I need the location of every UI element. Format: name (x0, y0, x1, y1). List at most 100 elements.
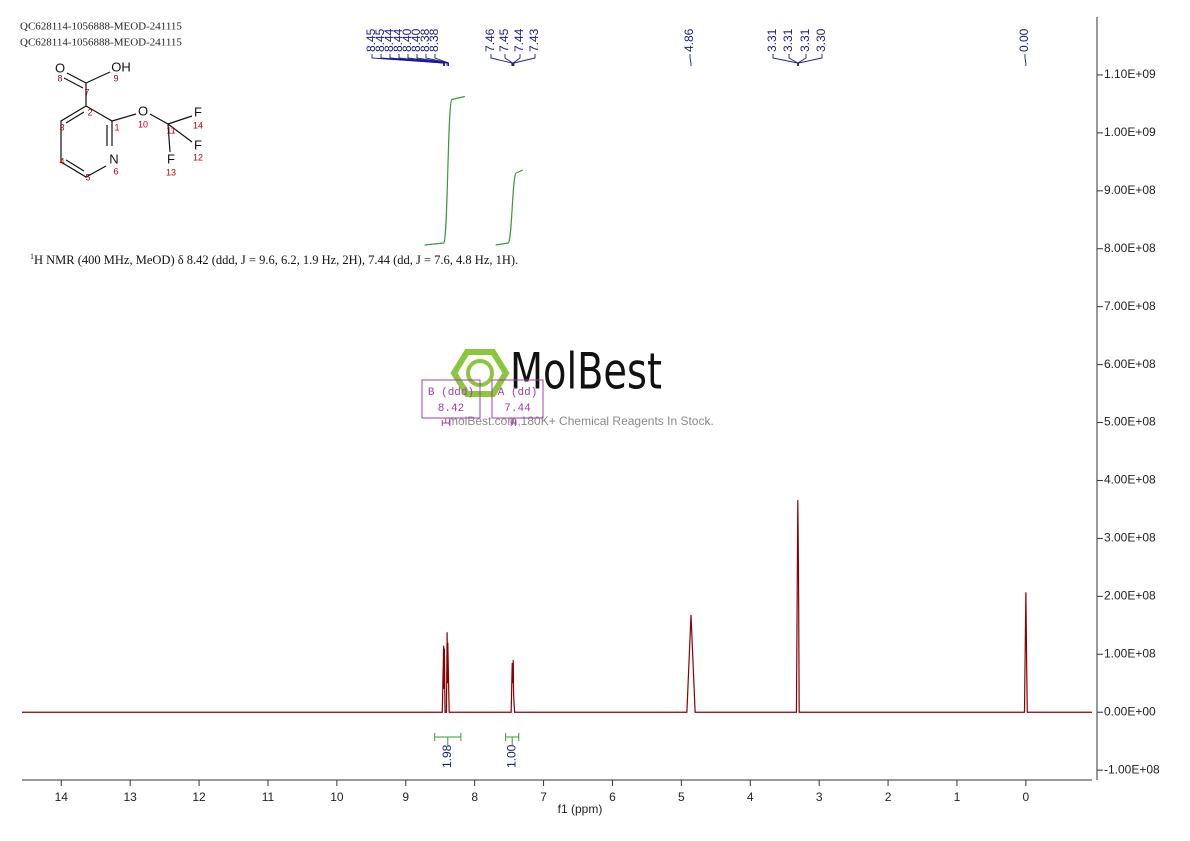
atom-number: 5 (85, 172, 90, 182)
watermark-brand: MolBest (510, 343, 662, 401)
peak-connector (490, 54, 513, 66)
bond (65, 111, 85, 124)
y-tick-label: 9.00E+08 (1104, 183, 1156, 197)
multiplet-box (421, 379, 481, 419)
peak-label: 8.44 (382, 28, 396, 52)
integral-curve (424, 95, 466, 246)
peak-label: 8.44 (391, 28, 405, 52)
atom: F (194, 104, 202, 119)
multiplet-shift: 7.44 (504, 403, 531, 415)
peak-label: 8.40 (409, 28, 423, 52)
multiplet-name: B (ddd) (428, 387, 474, 399)
peak-label: 3.31 (781, 28, 795, 52)
multiplet-name: A (dd) (498, 387, 538, 399)
header-line: QC628114-1056888-MEOD-241115 (20, 37, 182, 49)
y-tick-label: -1.00E+08 (1104, 762, 1160, 776)
x-tick-label: 11 (262, 790, 275, 804)
atom: F (167, 151, 175, 166)
atom-number: 9 (113, 73, 118, 83)
multiplet-box (491, 379, 544, 419)
atom-number: 8 (57, 73, 62, 83)
bond (65, 159, 85, 172)
structure: O OH O F F N F 1 2 3 4 5 6 7 8 9 10 11 1… (55, 59, 203, 182)
description-text: H NMR (400 MHz, MeOD) δ 8.42 (ddd, J = 9… (34, 253, 518, 267)
integral-label: 1.98 (440, 744, 454, 768)
peak-connector (788, 54, 799, 66)
atom-number: 2 (87, 107, 92, 117)
peak-connector (513, 54, 536, 66)
peak-label: 0.00 (1017, 28, 1031, 52)
multiplet-shift: 8.42 (438, 403, 464, 415)
y-tick-label: 1.10E+09 (1104, 67, 1156, 81)
description: 1H NMR (400 MHz, MeOD) δ 8.42 (ddd, J = … (30, 252, 518, 267)
bond (167, 123, 193, 143)
atom-number: 3 (59, 122, 64, 132)
y-tick-label: 5.00E+08 (1104, 415, 1156, 429)
x-tick-label: 7 (540, 790, 547, 804)
atom-number: 12 (193, 152, 203, 162)
peak-connector (416, 54, 448, 66)
bond (85, 71, 111, 84)
x-tick-label: 6 (609, 790, 616, 804)
bond (111, 113, 137, 122)
bond (167, 123, 171, 153)
atom-number: 7 (84, 87, 89, 97)
y-tick-label: 0.00E+00 (1104, 704, 1156, 718)
integral-label: 1.00 (504, 744, 518, 768)
x-tick-label: 3 (816, 790, 823, 804)
peak-connector (434, 54, 449, 66)
atom-number: 1 (114, 122, 119, 132)
peak-label: 7.43 (527, 28, 541, 52)
peak-label: 3.31 (798, 28, 812, 52)
atom-number: 10 (138, 119, 148, 129)
peak-connector (772, 54, 799, 66)
atom: O (138, 103, 148, 118)
x-tick-label: 14 (55, 790, 69, 804)
peak-connector (504, 54, 514, 66)
y-tick-label: 3.00E+08 (1104, 531, 1156, 545)
x-tick-label: 10 (330, 790, 344, 804)
atom-number: 13 (166, 167, 176, 177)
y-tick-label: 8.00E+08 (1104, 241, 1156, 255)
y-tick-label: 1.00E+08 (1104, 646, 1156, 660)
x-tick-label: 5 (678, 790, 685, 804)
spectrum-line (22, 500, 1092, 713)
peak-connector (512, 54, 521, 66)
integral-bracket (434, 733, 462, 745)
x-tick-label: 8 (471, 790, 478, 804)
atom-number: 11 (166, 125, 175, 135)
x-axis-label: f1 (ppm) (558, 802, 603, 816)
peak-label: 7.46 (483, 28, 497, 52)
integral-bracket (505, 733, 520, 745)
watermark-tagline: molBest.com,180K+ Chemical Reagents In S… (448, 414, 714, 428)
x-tick-label: 0 (1023, 790, 1030, 804)
peak-connector (689, 54, 692, 66)
y-tick-label: 1.00E+09 (1104, 125, 1156, 139)
atom: F (194, 137, 202, 152)
y-tick-label: 6.00E+08 (1104, 357, 1156, 371)
y-tick-label: 2.00E+08 (1104, 589, 1156, 603)
peak-connector (1024, 54, 1027, 66)
x-tick-label: 1 (954, 790, 961, 804)
peak-label: 4.86 (682, 28, 696, 52)
y-tick-label: 7.00E+08 (1104, 299, 1156, 313)
multiplet-range (441, 418, 451, 426)
superscript: 1 (30, 252, 34, 261)
x-tick-label: 13 (123, 790, 137, 804)
bond (167, 115, 193, 125)
atom: O (55, 60, 65, 75)
logo-hex (450, 349, 510, 397)
peak-label: 8.40 (400, 28, 414, 52)
peak-label: 3.30 (814, 28, 828, 52)
peak-label: 7.45 (497, 28, 511, 52)
atom: N (109, 151, 118, 166)
watermark: MolBest molBest.com,180K+ Chemical Reage… (448, 343, 714, 429)
peak-label: 8.38 (427, 28, 441, 52)
bond (63, 77, 84, 89)
x-tick-label: 4 (747, 790, 754, 804)
atom: OH (111, 59, 131, 74)
atom-number: 4 (59, 156, 64, 166)
x-tick-label: 9 (402, 790, 409, 804)
multiplet-range (510, 418, 516, 426)
